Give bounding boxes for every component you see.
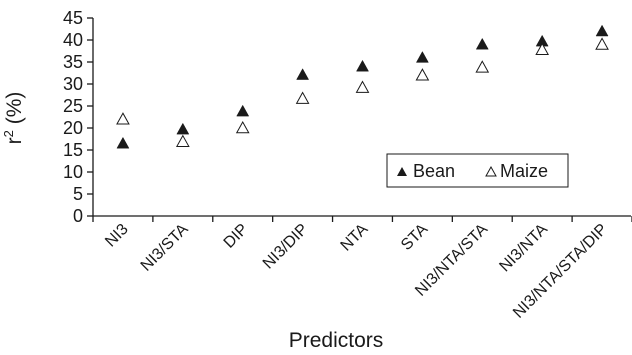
bean-data-point: [116, 136, 130, 149]
legend-label-maize: Maize: [500, 161, 548, 181]
y-tick-label: 0: [73, 206, 83, 226]
maize-data-point: [535, 42, 550, 55]
y-axis-title-superscript: 2: [1, 130, 16, 137]
maize-data-point: [175, 134, 190, 147]
maize-data-point: [355, 80, 370, 93]
bean-data-point: [356, 59, 369, 72]
x-axis-title: Predictors: [289, 329, 384, 352]
y-tick-label: 30: [63, 74, 83, 94]
y-tick-label: 15: [63, 140, 83, 160]
x-tick-label: NI3/STA: [138, 221, 192, 275]
y-tick-label: 40: [63, 30, 83, 50]
legend: Bean Maize: [386, 153, 569, 188]
y-tick-label: 35: [63, 52, 83, 72]
maize-data-point: [595, 37, 609, 50]
bean-data-point: [236, 104, 250, 117]
x-tick-label: STA: [398, 221, 431, 254]
x-tick-label: NTA: [338, 221, 372, 255]
maize-data-point: [235, 120, 250, 134]
legend-label-bean: Bean: [413, 161, 455, 181]
y-tick-label: 5: [73, 184, 83, 204]
data-points: [116, 24, 609, 149]
y-tick-label: 20: [63, 118, 83, 138]
maize-data-point: [415, 68, 430, 81]
maize-data-point: [475, 60, 490, 73]
bean-data-point: [176, 122, 190, 135]
legend-marker-maize: [485, 165, 497, 177]
legend-box: [386, 153, 569, 188]
bean-data-point: [296, 68, 310, 80]
y-axis-title-main: r: [3, 137, 26, 144]
y-axis-title: r2 (%): [1, 92, 26, 145]
bean-data-point: [475, 37, 489, 50]
maize-data-point: [116, 112, 130, 125]
x-tick-label: DIP: [221, 221, 252, 252]
maize-data-point: [295, 91, 310, 104]
axes: [92, 18, 631, 217]
bean-data-point: [595, 24, 609, 37]
y-tick-label: 25: [63, 96, 83, 116]
legend-marker-bean: [397, 167, 407, 176]
x-tick-label: NI3/NTA: [496, 221, 551, 276]
y-tick-label: 10: [63, 162, 83, 182]
x-tick-label: NI3/DIP: [260, 221, 312, 273]
y-axis-title-unit: (%): [3, 92, 26, 131]
svg-text:r2 (%): r2 (%): [1, 92, 26, 145]
x-tick-label: NI3: [102, 221, 132, 251]
y-tick-label: 45: [63, 8, 83, 28]
bean-data-point: [415, 51, 429, 63]
